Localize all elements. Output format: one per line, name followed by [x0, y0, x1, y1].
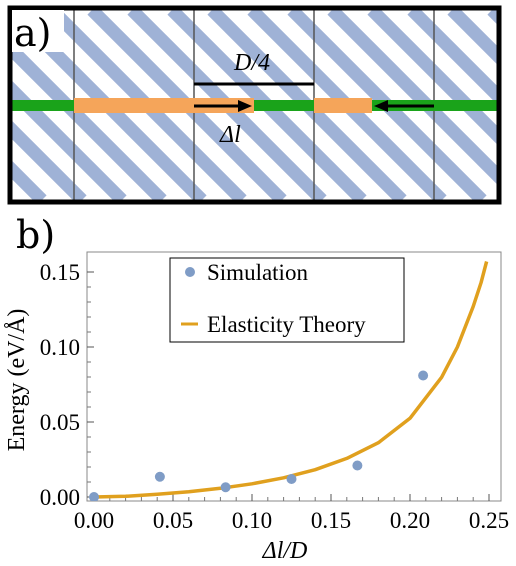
- x-tick-label: 0.05: [153, 508, 193, 533]
- panel-a: D/4 Δl a): [0, 5, 502, 205]
- arrow-right: [194, 100, 252, 112]
- legend: Simulation Elasticity Theory: [169, 257, 405, 343]
- simulation-point: [286, 474, 297, 484]
- simulation-point: [89, 492, 99, 501]
- plot-series: [89, 261, 489, 501]
- simulation-point: [220, 482, 231, 493]
- hatch-stripe: [447, 10, 497, 65]
- simulation-point: [154, 471, 165, 482]
- green-strip: [12, 100, 497, 111]
- hatch-stripe: [0, 10, 2, 200]
- x-tick-label: 0.25: [469, 508, 509, 533]
- theory-curve: [93, 261, 489, 499]
- orange-segment-1: [74, 98, 254, 113]
- y-tick-label: 0.05: [40, 410, 80, 435]
- simulation-point: [418, 370, 429, 381]
- x-tick-label: 0.15: [311, 508, 351, 533]
- y-tick-label: 0.15: [40, 260, 80, 285]
- panel-b: b) 0.00 0.05 0.10 0.15 0.20 0.25 0.00 0.05 0.10…: [4, 213, 509, 564]
- y-tick-label: 0.00: [40, 485, 80, 510]
- panel-a-label-bg: [12, 10, 64, 52]
- x-tick-label: 0.00: [74, 508, 114, 533]
- x-axis: 0.00 0.05 0.10 0.15 0.20 0.25: [74, 494, 509, 533]
- hatch-stripe: [12, 120, 87, 200]
- y-tick-label: 0.10: [40, 335, 80, 360]
- dimension-label: D/4: [233, 50, 270, 76]
- legend-simulation-marker: [185, 267, 195, 277]
- panel-b-label: b): [16, 213, 55, 257]
- panel-a-frame: [7, 5, 502, 205]
- hatch-stripe: [407, 10, 497, 105]
- y-axis: 0.00 0.05 0.10 0.15: [40, 260, 94, 510]
- legend-box: [169, 257, 405, 343]
- simulation-point: [352, 460, 363, 471]
- x-tick-label: 0.20: [390, 508, 430, 533]
- legend-theory-label: Elasticity Theory: [207, 312, 366, 337]
- displacement-label: Δl: [219, 122, 241, 148]
- orange-segment-2: [314, 98, 372, 113]
- panel-a-label: a): [14, 11, 51, 55]
- y-axis-label: Energy (eV/Å): [4, 309, 30, 452]
- legend-simulation-label: Simulation: [207, 260, 308, 285]
- x-axis-label: Δl/D: [262, 538, 308, 564]
- x-tick-label: 0.10: [232, 508, 272, 533]
- arrow-left: [374, 100, 434, 112]
